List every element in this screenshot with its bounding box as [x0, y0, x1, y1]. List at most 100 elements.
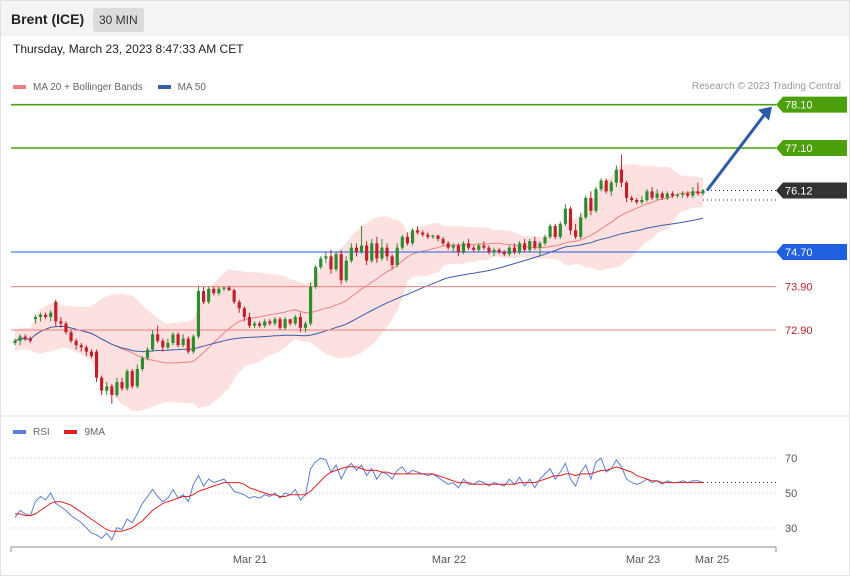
legend-label-ma20: MA 20 + Bollinger Bands — [33, 81, 143, 93]
candle-body — [400, 236, 404, 248]
candle-body — [492, 249, 496, 252]
candle-body — [344, 260, 348, 281]
candle-body — [451, 245, 455, 248]
candle-body — [23, 336, 27, 339]
candle-body — [49, 312, 53, 317]
candle-body — [222, 287, 226, 289]
candle-body — [110, 386, 114, 395]
level-78-10-label: 78.10 — [785, 100, 813, 112]
candle-body — [334, 254, 338, 270]
candle-body — [421, 232, 425, 235]
candle-body — [395, 247, 399, 265]
candle-body — [191, 336, 195, 352]
level-74-70-label: 74.70 — [785, 247, 813, 259]
candle-body — [563, 208, 567, 224]
candle-body — [59, 321, 63, 324]
candle-body — [487, 247, 491, 252]
candle-body — [655, 193, 659, 198]
candle-body — [227, 287, 231, 291]
candle-body — [543, 236, 547, 244]
level-76-12-label: 76.12 — [785, 185, 813, 197]
legend-item-rsi: RSI — [13, 427, 50, 438]
ma20-line — [14, 191, 704, 364]
candle-body — [650, 191, 654, 198]
candle-body — [456, 245, 460, 252]
level-77-10-label: 77.10 — [785, 143, 813, 155]
x-tick-mar-21: Mar 21 — [233, 554, 267, 566]
x-tick-mar-22: Mar 22 — [432, 554, 466, 566]
candle-body — [553, 226, 557, 237]
candle-body — [339, 254, 343, 281]
candle-body — [426, 234, 430, 237]
candle-body — [212, 288, 216, 294]
candle-body — [349, 247, 353, 261]
candle-body — [594, 189, 598, 211]
candle-body — [232, 290, 236, 302]
candle-body — [100, 377, 104, 391]
candle-body — [293, 317, 297, 324]
legend-swatch-ma50 — [157, 85, 171, 89]
candle-body — [303, 323, 308, 328]
legend-label-rsi: RSI — [33, 426, 50, 438]
x-tick-mar-25: Mar 25 — [695, 554, 729, 566]
candle-body — [28, 338, 32, 341]
chart-credit: Research © 2023 Trading Central — [691, 81, 841, 92]
rsi-tick-70: 70 — [785, 453, 797, 465]
candle-body — [538, 243, 542, 248]
candle-body — [130, 371, 134, 387]
candle-body — [252, 323, 257, 326]
candle-body — [431, 235, 435, 237]
candle-body — [574, 230, 578, 237]
candle-body — [482, 245, 486, 248]
candle-body — [665, 193, 669, 198]
candle-body — [528, 241, 532, 250]
candle-body — [324, 256, 328, 259]
candle-body — [614, 169, 618, 183]
candle-body — [94, 351, 99, 378]
candle-body — [64, 323, 68, 333]
candle-body — [517, 243, 522, 252]
candle-body — [635, 200, 639, 203]
candle-body — [196, 291, 201, 337]
candle-body — [370, 243, 374, 261]
candle-body — [18, 336, 22, 341]
candle-body — [696, 191, 700, 194]
candle-body — [472, 247, 476, 250]
candle-body — [278, 319, 282, 328]
candle-body — [670, 193, 675, 196]
candle-body — [405, 236, 409, 244]
ma50-line — [14, 217, 704, 353]
candle-body — [74, 340, 78, 346]
legend-item-ma50: MA 50 — [157, 82, 206, 93]
candle-body — [436, 235, 440, 239]
candle-body — [410, 230, 415, 244]
rsi-pane: 30 50 70 — [11, 453, 797, 542]
candle-body — [380, 247, 384, 259]
candle-body — [125, 371, 129, 389]
candle-body — [314, 267, 318, 287]
candle-body — [38, 314, 43, 317]
candle-body — [283, 319, 287, 328]
main-legend: MA 20 + Bollinger Bands MA 50 — [13, 81, 218, 93]
candle-body — [156, 334, 160, 341]
candle-body — [548, 226, 552, 237]
candle-body — [446, 243, 450, 248]
candle-body — [660, 193, 664, 198]
candle-body — [329, 256, 333, 270]
candle-body — [390, 256, 394, 265]
candle-body — [166, 343, 170, 348]
candle-body — [207, 288, 211, 302]
level-77-10-tag — [776, 140, 847, 156]
candle-body — [268, 321, 272, 324]
candle-body — [512, 247, 517, 252]
level-76-12-tag — [776, 182, 847, 199]
candle-body — [354, 247, 359, 252]
x-tick-mar-23: Mar 23 — [626, 554, 660, 566]
rsi-tick-50: 50 — [785, 488, 797, 500]
candle-body — [691, 191, 695, 196]
candle-body — [502, 252, 506, 255]
timeframe-button[interactable]: 30 MIN — [93, 8, 144, 32]
candle-body — [609, 182, 613, 192]
candle-body — [523, 243, 527, 250]
